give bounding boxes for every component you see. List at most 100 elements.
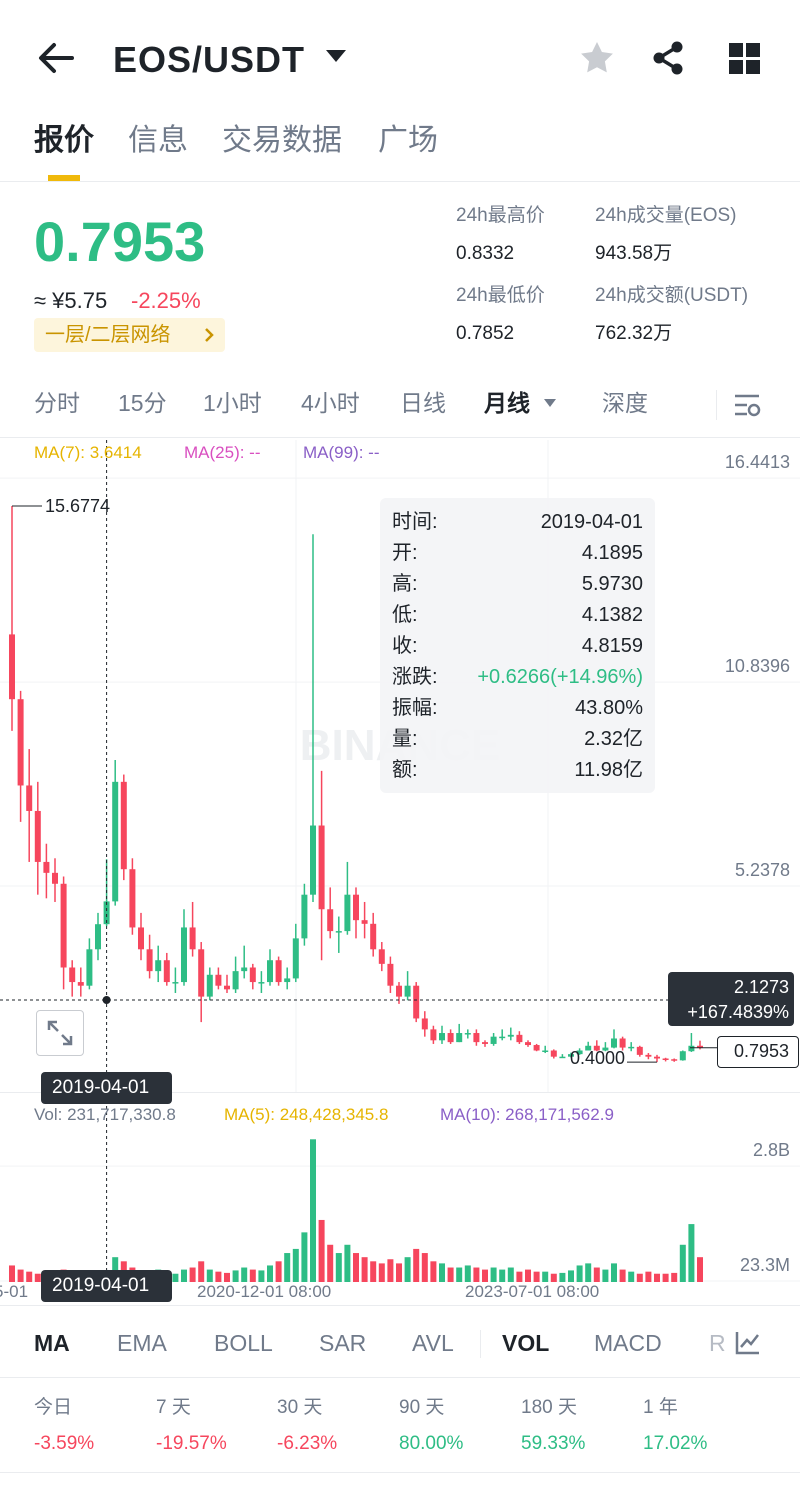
candle-body — [146, 949, 153, 972]
volume-bar — [585, 1263, 592, 1282]
indicator-tab[interactable]: R — [709, 1330, 726, 1356]
candle-body — [404, 985, 411, 997]
volume-bar — [697, 1257, 703, 1282]
candle-body — [232, 971, 239, 990]
candle-body — [86, 949, 93, 986]
indicator-tab[interactable]: MACD — [594, 1330, 662, 1356]
volume-bar — [198, 1261, 205, 1282]
ma-legend: MA(7): 3.6414 — [34, 443, 142, 462]
tab[interactable]: 交易数据 — [222, 124, 342, 157]
interval[interactable]: 月线 — [484, 390, 530, 416]
chart-settings[interactable] — [733, 392, 763, 420]
candle-body — [619, 1038, 626, 1048]
crosshair-change: +167.4839% — [687, 1002, 789, 1022]
interval-dropdown[interactable] — [543, 398, 557, 408]
stat-label: 24h最高价 — [456, 205, 545, 226]
volume-bar — [439, 1263, 445, 1282]
interval[interactable]: 1小时 — [203, 390, 262, 416]
candle-body — [490, 1036, 497, 1044]
volume-bar — [542, 1271, 549, 1282]
volume-bar — [482, 1269, 488, 1282]
share-button[interactable] — [650, 40, 686, 76]
interval[interactable]: 15分 — [118, 390, 167, 416]
interval[interactable]: 深度 — [602, 390, 648, 416]
divider — [0, 1472, 800, 1473]
indicator-tab[interactable]: SAR — [319, 1330, 367, 1356]
candle-body — [112, 781, 119, 902]
network-arrow — [205, 328, 214, 342]
candle-body — [267, 960, 273, 983]
indicator-settings[interactable] — [734, 1330, 762, 1356]
crosshair-price-box — [668, 972, 794, 1026]
volume-bar — [9, 1265, 15, 1282]
candle-body — [361, 920, 368, 924]
perf-value: 59.33% — [521, 1433, 586, 1454]
tooltip-value: 4.8159 — [581, 635, 643, 657]
candle-body — [611, 1038, 617, 1048]
candle-body — [95, 924, 101, 950]
tooltip-label: 量: — [392, 728, 418, 750]
divider — [0, 1305, 800, 1306]
x-tick-label: 2023-07-01 08:00 — [465, 1282, 600, 1301]
candle-body — [507, 1034, 514, 1037]
volume-legend: MA(5): 248,428,345.8 — [224, 1105, 389, 1124]
volume-bar — [335, 1253, 342, 1282]
pair-dropdown[interactable] — [324, 48, 348, 64]
volume-bar — [662, 1273, 669, 1282]
candle-body — [17, 699, 24, 786]
candle-body — [138, 927, 144, 950]
indicator-tab[interactable]: VOL — [502, 1330, 550, 1356]
candle-body — [69, 967, 76, 983]
perf-label: 90 天 — [399, 1397, 445, 1418]
candle-body — [249, 967, 256, 983]
tooltip-value: 43.80% — [575, 697, 643, 719]
tab[interactable]: 信息 — [128, 124, 188, 157]
candle-body — [396, 985, 402, 997]
ma-legend: MA(99): -- — [303, 443, 380, 462]
candle-body — [525, 1042, 531, 1046]
candle-body — [103, 901, 110, 925]
candle-body — [482, 1042, 488, 1044]
layout-button[interactable] — [729, 43, 761, 75]
volume-bar — [499, 1269, 506, 1282]
indicator-tab[interactable]: MA — [34, 1330, 70, 1356]
network-pill[interactable] — [34, 318, 225, 352]
interval[interactable]: 分时 — [34, 390, 80, 416]
volume-bar — [215, 1271, 222, 1282]
pair-title[interactable]: EOS/USDT — [113, 39, 306, 80]
indicator-tab[interactable]: EMA — [117, 1330, 167, 1356]
candle-body — [43, 861, 50, 873]
interval[interactable]: 日线 — [400, 390, 446, 416]
candle-body — [671, 1059, 678, 1061]
candle-body — [628, 1046, 635, 1049]
volume-bar — [224, 1272, 230, 1282]
tooltip-label: 开: — [392, 542, 418, 564]
indicator-tab[interactable]: AVL — [412, 1330, 454, 1356]
candle-body — [129, 869, 136, 928]
divider — [0, 1377, 800, 1378]
network-label[interactable]: 一层/二层网络 — [45, 324, 171, 346]
indicator-tab[interactable]: BOLL — [214, 1330, 273, 1356]
volume-bar — [473, 1267, 480, 1282]
tab-indicator — [48, 175, 80, 181]
crosshair-date-box — [41, 1270, 172, 1302]
expand-button[interactable] — [36, 1010, 84, 1056]
candle-body — [456, 1033, 463, 1043]
stat-label: 24h成交额(USDT) — [595, 285, 749, 306]
separator — [716, 390, 717, 420]
volume-bar — [568, 1270, 574, 1282]
favorite-star[interactable] — [579, 40, 615, 76]
candle-body — [439, 1033, 445, 1041]
candle-body — [645, 1054, 652, 1057]
volume-bar — [17, 1269, 24, 1282]
tab[interactable]: 报价 — [34, 124, 94, 157]
candle-body — [370, 923, 377, 950]
back-button[interactable] — [36, 40, 76, 76]
volume-bar — [464, 1265, 471, 1282]
volume-bar — [112, 1257, 119, 1282]
tooltip-label: 额: — [392, 759, 418, 781]
interval[interactable]: 4小时 — [301, 390, 360, 416]
volume-bar — [327, 1244, 334, 1282]
y-tick-label: 5.2378 — [735, 860, 790, 880]
tab[interactable]: 广场 — [378, 124, 438, 157]
